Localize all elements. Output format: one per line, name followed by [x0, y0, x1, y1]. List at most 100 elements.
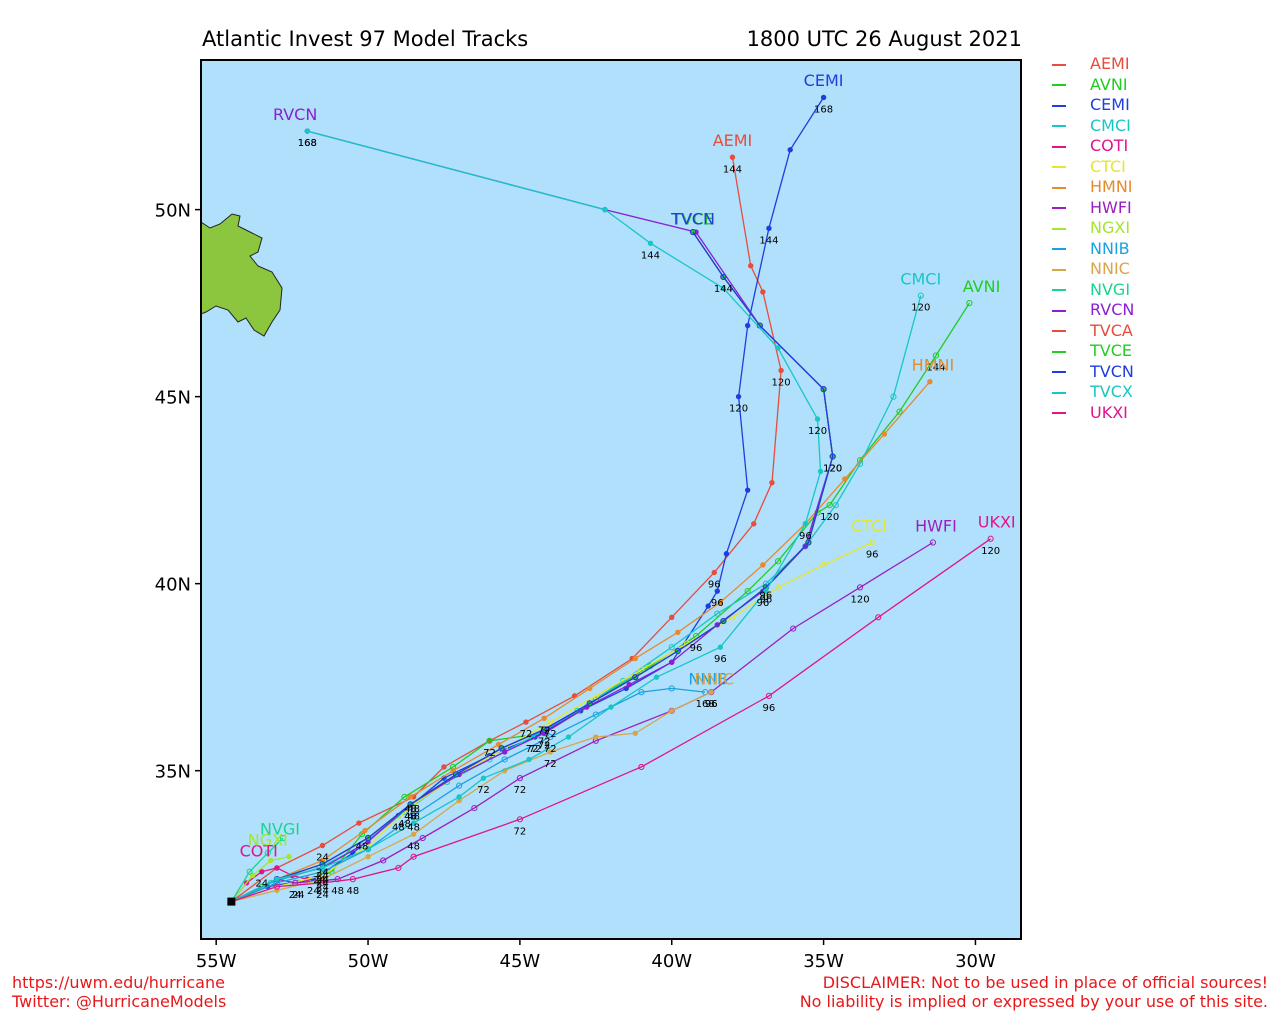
track-point-tvcn [364, 834, 372, 842]
track-point-tvcx [608, 704, 614, 710]
legend-item-ngxi: NGXI [1052, 218, 1134, 239]
track-point-nnic [365, 854, 371, 860]
track-nnib [231, 687, 706, 903]
track-point-hmni [541, 715, 547, 722]
track-point-nnib [410, 812, 417, 819]
forecast-hour-label: 24 [289, 890, 302, 901]
track-point-tvcn [632, 674, 639, 681]
forecast-hour-label: 48 [331, 886, 344, 897]
track-point-aemi [523, 719, 529, 725]
newfoundland-land [201, 213, 283, 337]
legend-label: TVCE [1090, 341, 1132, 360]
track-point-ukxi [410, 853, 417, 860]
track-point-tvcn [820, 386, 827, 393]
track-ctci [231, 541, 873, 903]
model-label-aemi: AEMI [713, 131, 753, 150]
forecast-hour-label: 24 [316, 890, 329, 901]
track-point-hmni [717, 599, 724, 606]
track-point-ukxi [765, 692, 773, 699]
track-point-hmni [927, 378, 933, 385]
footer-twitter[interactable]: Twitter: @HurricaneModels [12, 992, 227, 1011]
legend-swatch [1052, 84, 1066, 86]
track-point-aemi [778, 367, 784, 374]
forecast-hour-label: 24 [316, 879, 329, 890]
track-point-aemi [356, 820, 362, 826]
forecast-hour-label: 144 [926, 362, 945, 373]
track-point-tvcx [526, 756, 532, 763]
y-tick-label: 45N [155, 388, 191, 409]
track-point-nnib [668, 685, 675, 692]
legend-item-tvcn: TVCN [1052, 362, 1134, 383]
track-point-hmni [407, 794, 414, 800]
legend-label: COTI [1090, 136, 1129, 155]
track-nvgi [230, 837, 284, 902]
model-label-ngxi: NGXI [248, 830, 288, 849]
disclaimer-line-2: No liability is implied or expressed by … [799, 992, 1268, 1011]
forecast-hour-label: 96 [756, 598, 769, 609]
track-point-nvgi [264, 849, 271, 857]
forecast-hour-label: 72 [483, 748, 496, 759]
legend-label: CMCI [1090, 115, 1131, 135]
forecast-hour-label: 24 [292, 890, 305, 901]
track-point-tvcn [541, 726, 548, 733]
track-point-aemi [751, 521, 757, 527]
track-point-ctci [592, 692, 599, 699]
track-point-ctci [774, 584, 782, 591]
track-point-ukxi [349, 876, 356, 883]
forecast-hour-label: 72 [538, 740, 551, 751]
forecast-hour-label: 120 [729, 404, 748, 415]
track-point-avni [744, 588, 751, 595]
legend-item-hwfi: HWFI [1052, 198, 1134, 219]
track-nnic [231, 691, 712, 903]
forecast-hour-label: 120 [911, 303, 930, 314]
legend-label: CEMI [1090, 95, 1130, 114]
y-tick-label: 40N [155, 575, 191, 596]
forecast-hour-label: 96 [705, 699, 718, 710]
track-point-tvcx [410, 820, 417, 826]
forecast-hour-label: 48 [407, 811, 420, 822]
forecast-hour-label: 144 [723, 164, 742, 175]
track-point-avni [401, 793, 408, 800]
x-tick-label: 30W [955, 951, 996, 972]
track-point-avni [932, 352, 940, 359]
legend-label: RVCN [1090, 300, 1135, 319]
legend-label: NGXI [1090, 218, 1131, 237]
track-point-hmni [675, 629, 681, 635]
track-point-nnic [593, 734, 599, 740]
track-hwfi [231, 541, 934, 903]
track-point-ctci [547, 718, 554, 726]
legend-swatch [1052, 186, 1066, 189]
legend-item-tvce: TVCE [1052, 341, 1134, 362]
track-point-hwfi [419, 834, 426, 842]
x-tick-label: 50W [348, 951, 389, 972]
track-point-tvcn [829, 453, 836, 460]
track-point-hmni [587, 685, 593, 692]
track-point-tvcn [720, 617, 727, 625]
track-point-nnic [669, 708, 675, 714]
legend-swatch [1052, 371, 1066, 373]
model-label-nnib: NNIB [688, 670, 728, 689]
track-point-avni [774, 558, 782, 565]
track-point-hmni [495, 741, 502, 748]
track-point-tvcx [647, 240, 654, 246]
track-point-hmni [842, 476, 848, 482]
legend-swatch [1052, 391, 1066, 394]
track-point-cemi [714, 588, 720, 594]
footer-url[interactable]: https://uwm.edu/hurricane [12, 973, 225, 992]
x-tick-label: 55W [196, 951, 237, 972]
forecast-hour-label: 24 [316, 886, 329, 897]
track-point-tvcx [802, 521, 809, 527]
forecast-hour-label: 24 [316, 882, 329, 893]
forecast-hour-label: 24 [316, 852, 329, 863]
track-point-hwfi [929, 539, 937, 546]
legend-item-hmni: HMNI [1052, 177, 1134, 198]
legend-swatch [1052, 125, 1066, 127]
track-point-tvcx [274, 876, 280, 882]
track-point-cemi [705, 603, 711, 609]
legend-swatch [1052, 350, 1066, 353]
forecast-hour-label: 24 [313, 875, 326, 886]
track-point-aemi [729, 154, 736, 160]
model-label-avni: AVNI [963, 277, 1001, 296]
track-point-aemi [669, 614, 675, 621]
legend-label: UKXI [1090, 402, 1128, 422]
